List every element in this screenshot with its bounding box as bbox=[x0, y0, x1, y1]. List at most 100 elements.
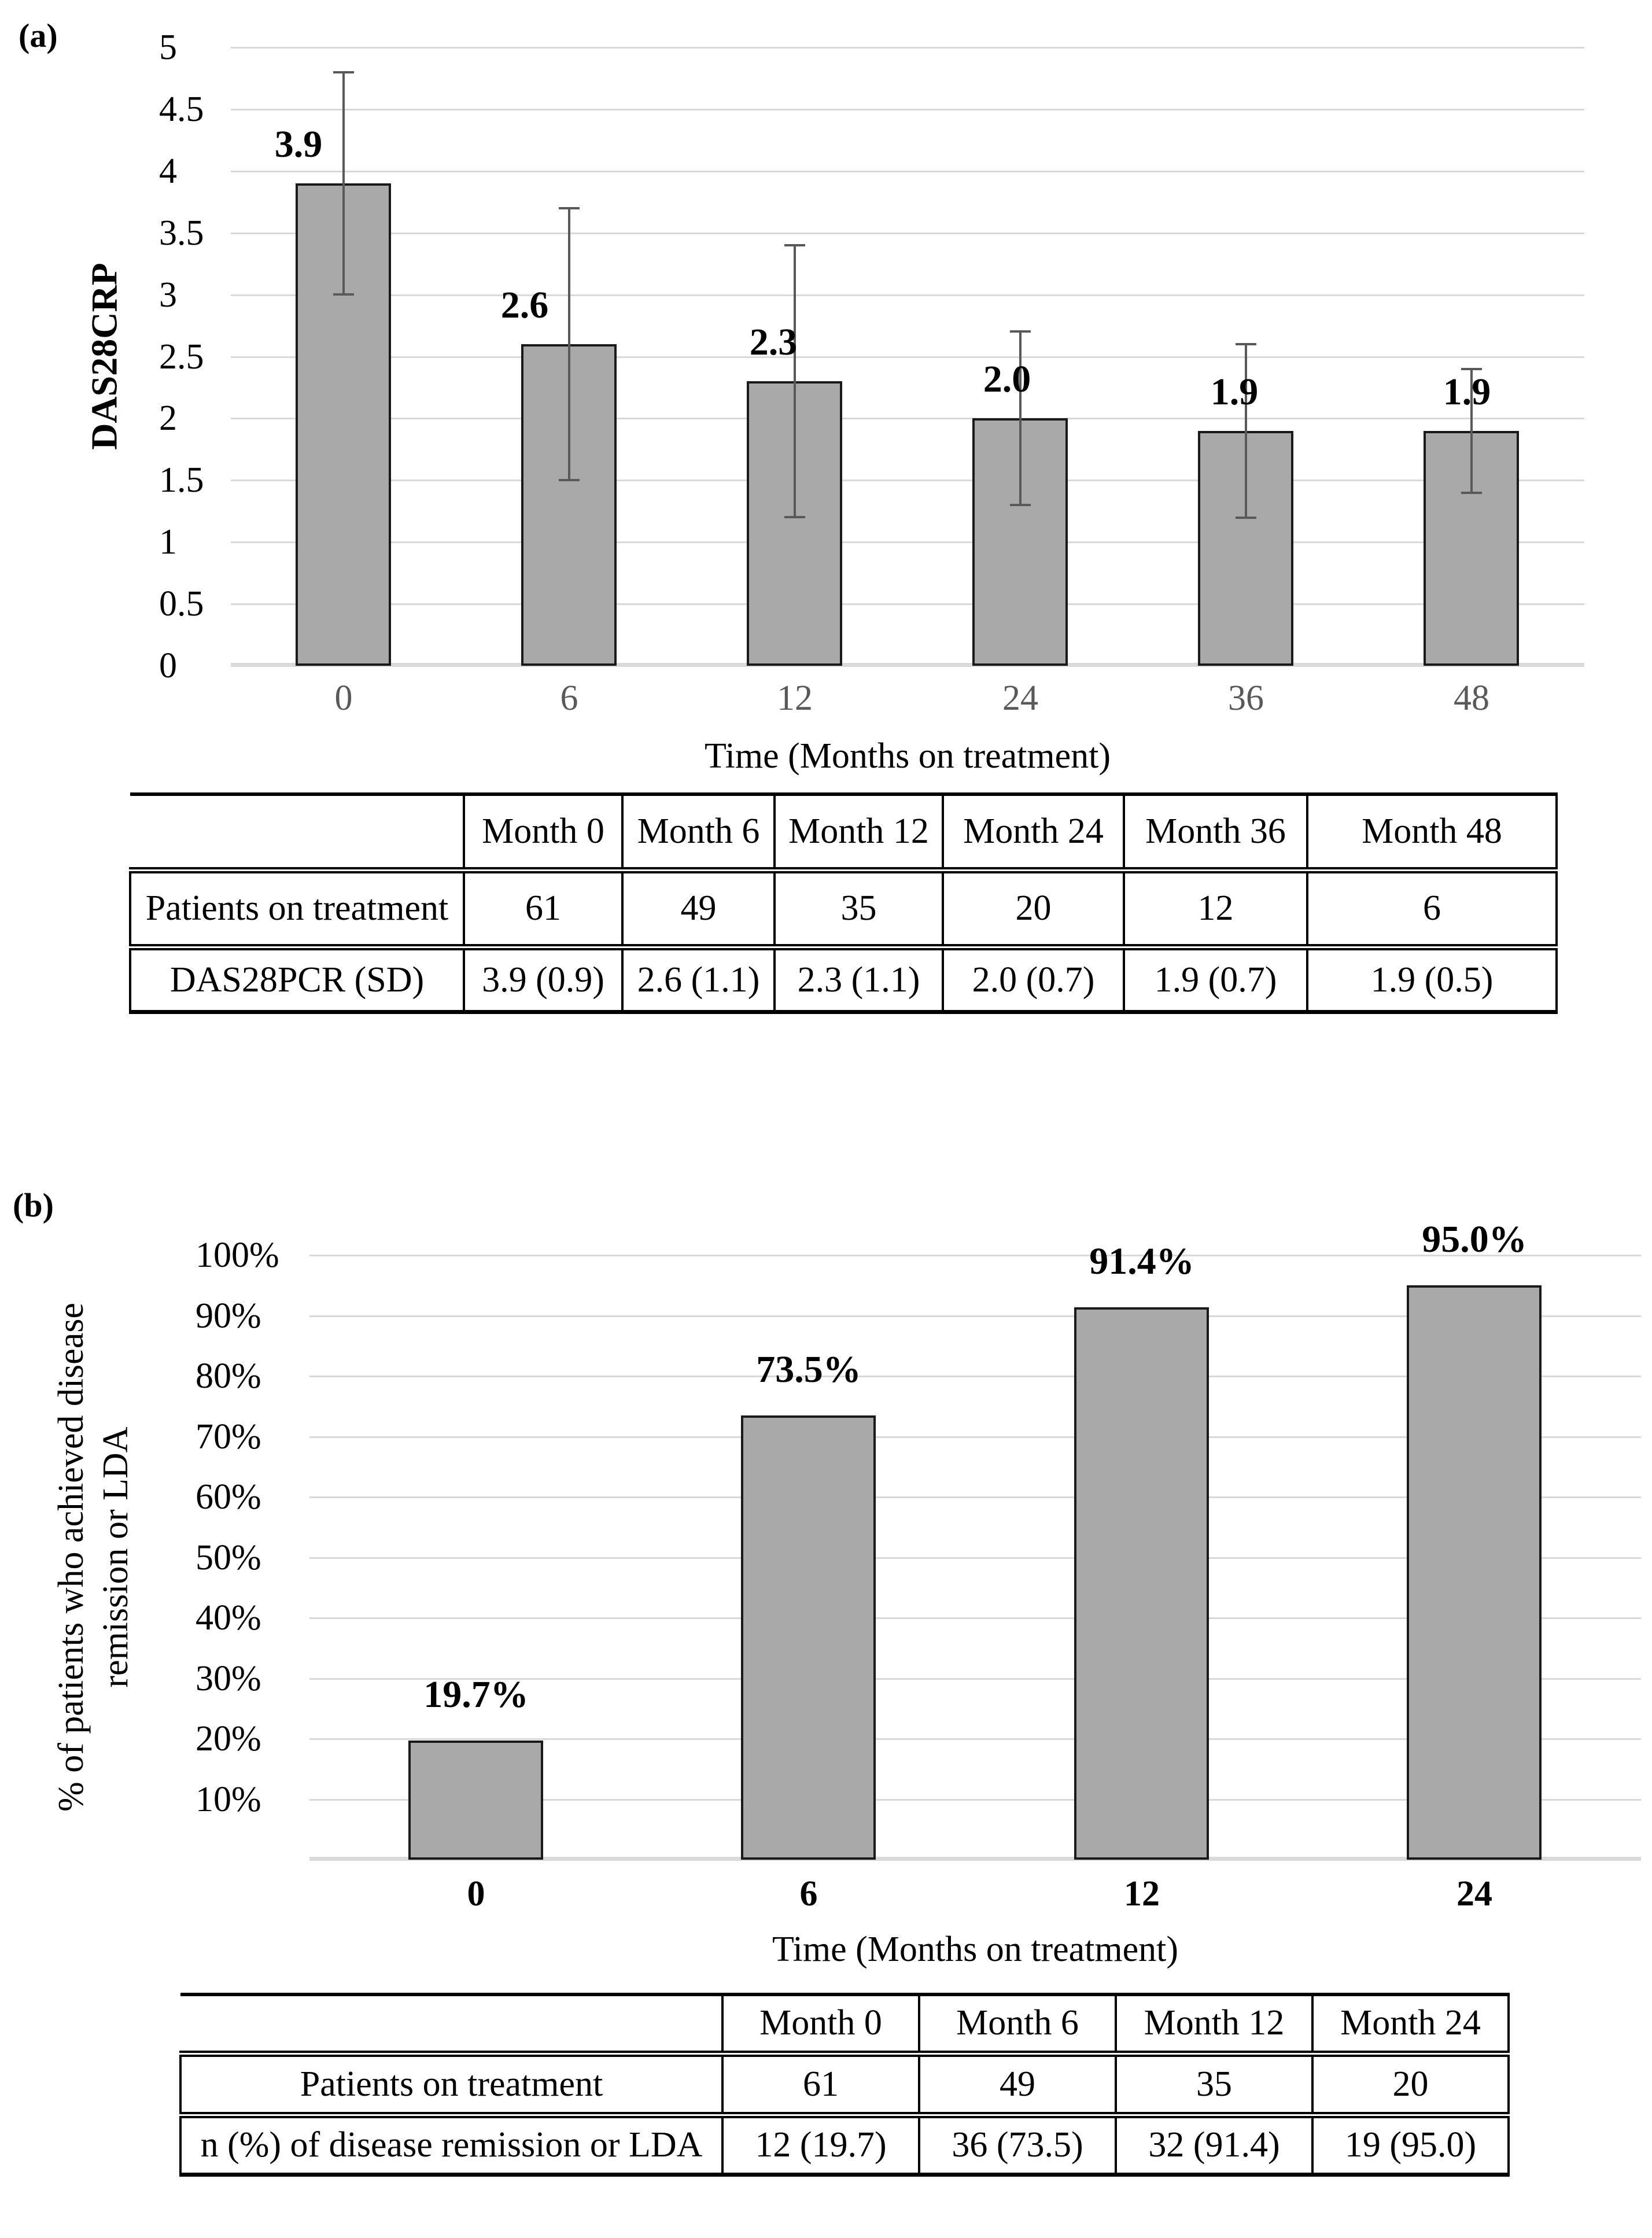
table-column-header: Month 6 bbox=[621, 792, 776, 873]
table-cell: 49 bbox=[621, 869, 776, 950]
gridline bbox=[231, 541, 1584, 543]
table-column-header: Month 12 bbox=[773, 792, 944, 873]
x-axis-line bbox=[231, 663, 1584, 667]
table-cell: 12 bbox=[1123, 869, 1308, 950]
error-bar-cap-bottom bbox=[1461, 492, 1482, 494]
y-tick-label: 0.5 bbox=[159, 584, 204, 624]
y-axis-title-a: DAS28CRP bbox=[83, 263, 125, 450]
x-tick-label: 24 bbox=[1456, 1874, 1492, 1913]
y-tick-label: 4 bbox=[159, 152, 177, 191]
data-table-b: Month 0 Month 6 Month 12 Month 24 Patients o… bbox=[179, 1993, 1510, 2177]
gridline bbox=[309, 1799, 1641, 1801]
y-tick-label: 100% bbox=[196, 1236, 279, 1275]
y-tick-label: 30% bbox=[196, 1659, 261, 1698]
table-cell: 20 bbox=[942, 869, 1125, 950]
error-bar bbox=[1019, 331, 1022, 505]
table-corner-cell bbox=[130, 792, 464, 873]
y-tick-label: 60% bbox=[196, 1477, 261, 1517]
table-cell: 35 bbox=[773, 869, 944, 950]
table-row-label: Patients on treatment bbox=[129, 869, 465, 950]
bar bbox=[408, 1741, 543, 1860]
error-bar-cap-bottom bbox=[784, 516, 805, 518]
y-tick-label: 2 bbox=[159, 399, 177, 438]
table-cell: 61 bbox=[463, 869, 624, 950]
x-tick-label: 0 bbox=[467, 1874, 485, 1913]
data-table-a: Month 0 Month 6 Month 12 Month 24 Month 36 Mo… bbox=[129, 792, 1558, 1014]
error-bar bbox=[794, 245, 796, 517]
table-cell: 2.6 (1.1) bbox=[621, 946, 776, 1014]
bar-value-label: 2.3 bbox=[749, 321, 798, 363]
table-cell: 61 bbox=[721, 2052, 920, 2118]
table-cell: 32 (91.4) bbox=[1115, 2114, 1314, 2177]
gridline bbox=[231, 418, 1584, 419]
table-column-header: Month 24 bbox=[942, 792, 1125, 873]
y-tick-label: 0 bbox=[159, 646, 177, 685]
gridline bbox=[309, 1255, 1641, 1256]
bar bbox=[1074, 1307, 1209, 1860]
table-cell: 6 bbox=[1306, 869, 1558, 950]
error-bar-cap-bottom bbox=[1010, 504, 1031, 506]
y-tick-label: 1.5 bbox=[159, 460, 204, 500]
error-bar-cap-top bbox=[333, 71, 354, 73]
bar-value-label: 3.9 bbox=[274, 123, 323, 165]
panel-a: (a) DAS28CRP Time (Months on treatment) … bbox=[19, 17, 1584, 1014]
error-bar bbox=[568, 208, 570, 480]
table-column-header: Month 0 bbox=[463, 792, 624, 873]
table-row-label: DAS28PCR (SD) bbox=[129, 946, 465, 1014]
bar bbox=[972, 418, 1068, 666]
gridline bbox=[231, 47, 1584, 49]
y-tick-label: 3.5 bbox=[159, 213, 204, 253]
gridline bbox=[309, 1617, 1641, 1619]
x-axis-title-a: Time (Months on treatment) bbox=[704, 736, 1111, 776]
gridline bbox=[231, 109, 1584, 110]
gridline bbox=[231, 480, 1584, 481]
table-cell: 1.9 (0.5) bbox=[1306, 946, 1558, 1014]
bar-value-label: 2.0 bbox=[983, 358, 1031, 400]
x-tick-label: 12 bbox=[777, 679, 813, 718]
error-bar-cap-top bbox=[559, 207, 580, 209]
y-axis-title-b-line2: remission or LDA bbox=[96, 1426, 135, 1688]
error-bar-cap-top bbox=[1461, 368, 1482, 370]
table-cell: 2.3 (1.1) bbox=[773, 946, 944, 1014]
error-bar-cap-top bbox=[1236, 343, 1256, 345]
table-cell: 2.0 (0.7) bbox=[942, 946, 1125, 1014]
table-row-label: n (%) of disease remission or LDA bbox=[179, 2114, 724, 2177]
x-axis-line bbox=[309, 1857, 1641, 1861]
y-tick-label: 90% bbox=[196, 1296, 261, 1336]
y-tick-label: 2.5 bbox=[159, 337, 204, 377]
table-column-header: Month 12 bbox=[1115, 1993, 1314, 2057]
bar bbox=[1198, 431, 1293, 666]
gridline bbox=[231, 603, 1584, 605]
table-cell: 19 (95.0) bbox=[1311, 2114, 1510, 2177]
x-axis-title-b: Time (Months on treatment) bbox=[772, 1930, 1179, 1969]
table-cell: 12 (19.7) bbox=[721, 2114, 920, 2177]
table-cell: 36 (73.5) bbox=[918, 2114, 1117, 2177]
error-bar bbox=[1470, 369, 1473, 493]
bar bbox=[1407, 1285, 1542, 1860]
table-column-header: Month 36 bbox=[1123, 792, 1308, 873]
gridline bbox=[309, 1315, 1641, 1317]
panel-a-label: (a) bbox=[19, 17, 58, 54]
bar-value-label: 1.9 bbox=[1210, 371, 1259, 413]
y-axis-title-b: % of patients who achieved disease remis… bbox=[49, 1239, 138, 1875]
error-bar-cap-top bbox=[1010, 330, 1031, 333]
gridline bbox=[309, 1376, 1641, 1377]
panel-b: (b) % of patients who achieved disease r… bbox=[0, 1128, 1652, 2238]
table-column-header: Month 48 bbox=[1306, 792, 1558, 873]
error-bar-cap-bottom bbox=[559, 479, 580, 481]
y-axis-title-b-line1: % of patients who achieved disease bbox=[51, 1303, 91, 1812]
y-tick-label: 40% bbox=[196, 1598, 261, 1638]
table-corner-cell bbox=[180, 1993, 722, 2057]
bar-value-label: 1.9 bbox=[1443, 371, 1491, 413]
x-tick-label: 48 bbox=[1454, 679, 1489, 718]
bar-value-label: 2.6 bbox=[500, 284, 549, 326]
table-column-header: Month 6 bbox=[918, 1993, 1117, 2057]
y-tick-label: 20% bbox=[196, 1719, 261, 1758]
gridline bbox=[231, 356, 1584, 358]
x-tick-label: 0 bbox=[334, 679, 353, 718]
gridline bbox=[309, 1557, 1641, 1559]
y-tick-label: 10% bbox=[196, 1780, 261, 1819]
bar-value-label: 95.0% bbox=[1422, 1218, 1527, 1260]
error-bar-cap-bottom bbox=[1236, 517, 1256, 519]
